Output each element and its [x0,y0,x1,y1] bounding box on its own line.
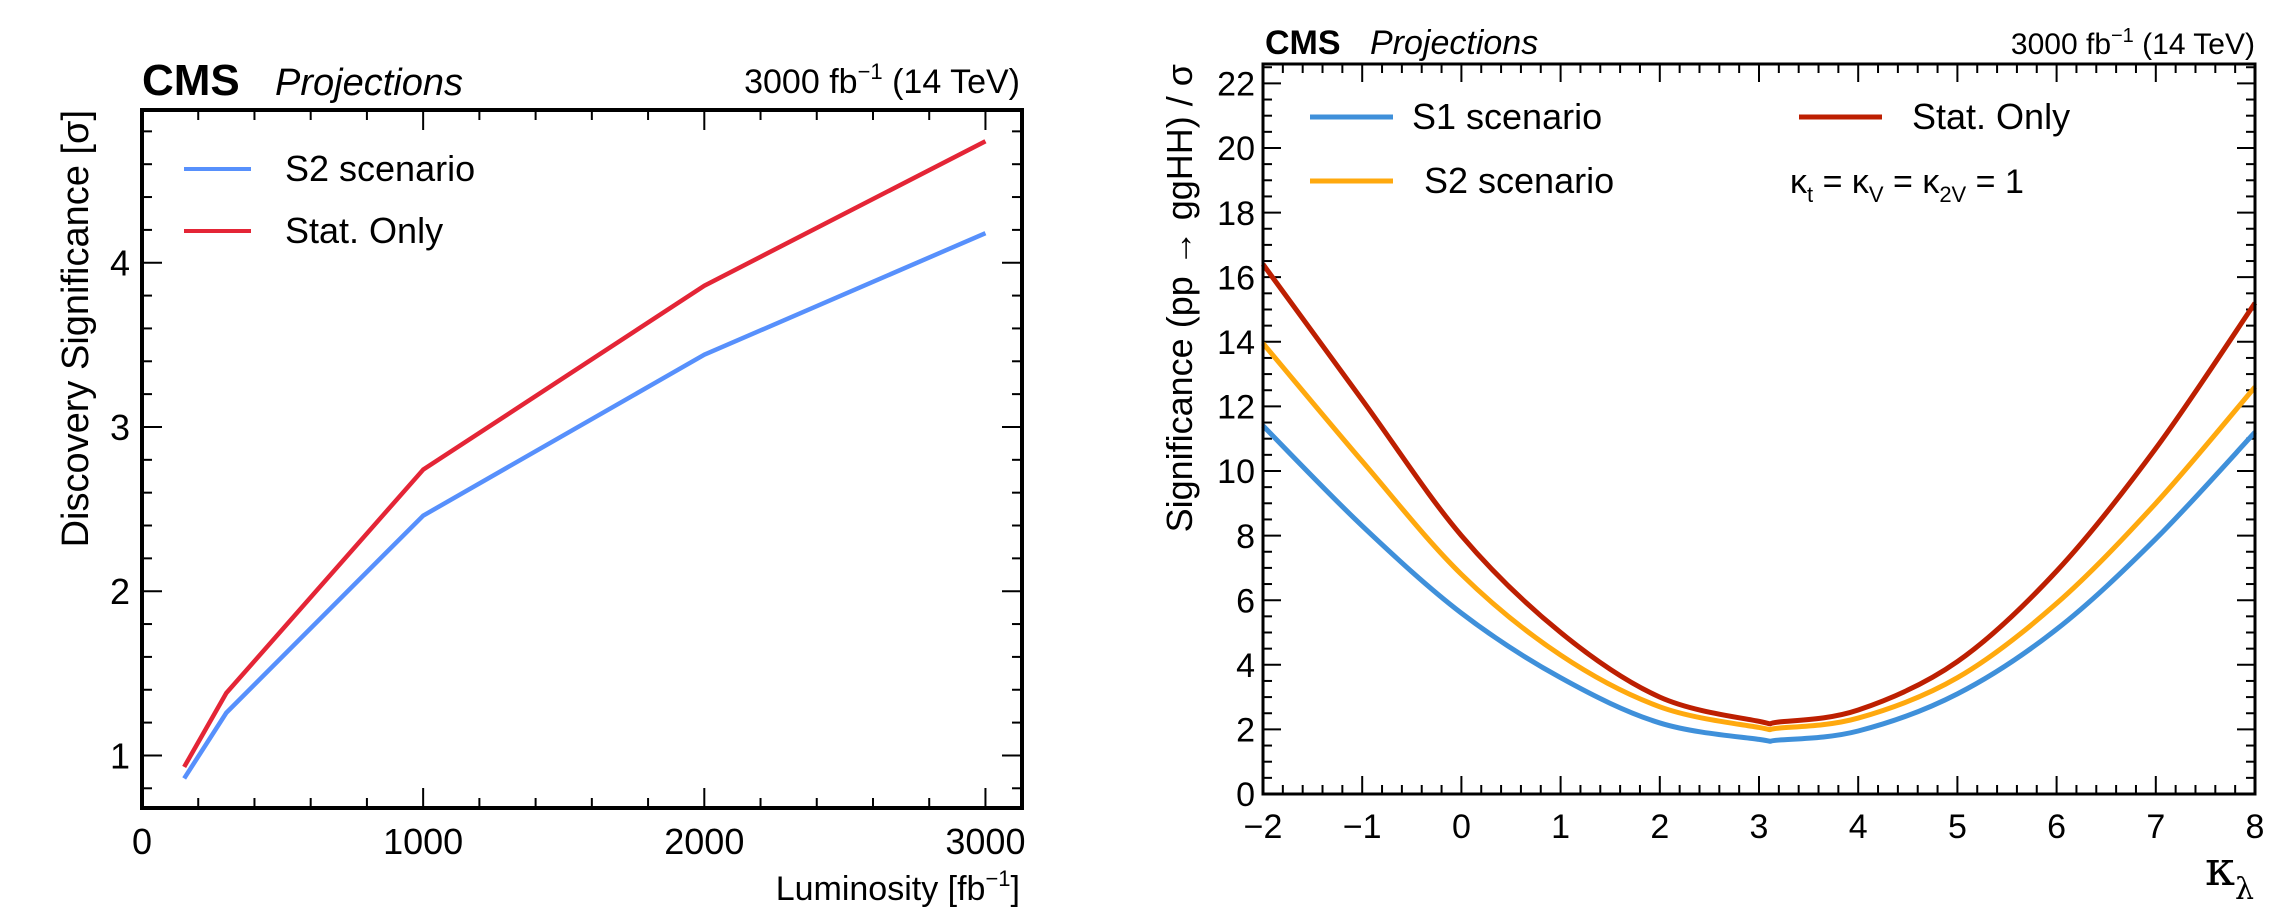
y-tick-label: 2 [1236,712,1255,750]
kappa-2v: κ [1922,163,1940,201]
lumi-energy-label: 3000 fb−1 (14 TeV) [744,59,1020,101]
legend-label-stat: Stat. Only [285,210,443,251]
kappa-t: κ [1790,163,1808,201]
y-tick-label: 3 [110,407,130,448]
y-tick-label: 14 [1217,324,1255,362]
x-tick-label: −2 [1244,808,1283,846]
y-tick-label: 4 [1236,647,1255,685]
x-axis-title-close: ] [1011,870,1020,908]
series-lines [182,139,987,780]
x-tick-label: 1 [1551,808,1570,846]
lumi-sup: −1 [858,59,883,84]
plot-frame [140,108,1024,810]
x-tick-label: 3 [1750,808,1769,846]
kappa-v: κ [1852,163,1870,201]
x-tick-label: 0 [1452,808,1471,846]
y-tick-label: 8 [1236,518,1255,556]
legend-label-s2: S2 scenario [285,148,475,189]
x-tick-label: −1 [1343,808,1382,846]
y-tick-label: 20 [1217,130,1255,168]
series-line-stat-only [182,139,987,769]
x-tick-label: 8 [2246,808,2265,846]
cms-label: CMS [142,56,240,105]
x-tick-label: 5 [1948,808,1967,846]
x-tick-label: 1000 [383,821,463,862]
projections-label: Projections [275,62,463,104]
y-tick-label: 16 [1217,259,1255,297]
coupling-annotation: κt = κV = κ2V = 1 [1790,163,2024,207]
energy-text: (14 TeV) [892,63,1020,101]
x-tick-label: 6 [2047,808,2066,846]
lumi-energy-label: 3000 fb−1 (14 TeV) [2011,25,2255,61]
y-tick-label: 22 [1217,66,1255,104]
energy-text: (14 TeV) [2142,28,2255,61]
y-tick-label: 6 [1236,582,1255,620]
series-line-s2-scenario [1261,341,2257,733]
y-tick-label: 1 [110,735,130,776]
eq-1: = [1813,163,1852,201]
legend: S2 scenario Stat. Only [184,148,475,251]
y-axis-title: Significance (pp → ggHH) / σ [1159,64,1200,532]
x-tick-label: 3000 [945,821,1025,862]
y-axis-title: Discovery Significance [σ] [55,110,97,547]
lumi-space [883,63,892,101]
series-line-s2-scenario [182,231,987,780]
y-tick-label: 10 [1217,453,1255,491]
x-axis-title: κλ [2205,841,2254,907]
legend-label-stat: Stat. Only [1912,96,2070,137]
x-axis-title-main: κ [2205,841,2235,897]
y-tick-label: 0 [1236,776,1255,814]
axis-ticks: 0 1000 2000 3000 1 2 3 4 [110,110,1025,862]
lumi-sup: −1 [2111,25,2134,47]
lumi-text: 3000 fb [2011,28,2111,61]
series-line-stat-only [1260,262,2258,727]
luminosity-significance-plot: CMS Projections 3000 fb−1 (14 TeV) 0 1000… [55,56,1025,908]
x-tick-label: 7 [2146,808,2165,846]
series-lines [1260,262,2258,744]
kappa-lambda-significance-plot: CMS Projections 3000 fb−1 (14 TeV) −2 −1 0… [1159,24,2264,907]
legend: S1 scenario S2 scenario Stat. Only [1310,96,2070,201]
kappa-t-sub: t [1807,182,1813,207]
eq-2: = [1884,163,1923,201]
x-axis-title-sub: λ [2235,872,2254,907]
y-tick-label: 4 [110,243,130,284]
x-axis-title-main: Luminosity [fb [776,870,986,908]
lumi-text: 3000 fb [744,63,857,101]
y-tick-label: 12 [1217,389,1255,427]
series-line-s1-scenario [1261,424,2257,744]
legend-label-s2: S2 scenario [1424,160,1614,201]
lumi-space [2134,28,2142,61]
x-tick-label: 4 [1849,808,1868,846]
x-tick-label: 2 [1650,808,1669,846]
legend-label-s1: S1 scenario [1412,96,1602,137]
kappa-v-sub: V [1869,182,1884,207]
x-axis-title: Luminosity [fb−1] [776,866,1020,908]
projections-label: Projections [1370,24,1538,62]
x-axis-title-sup: −1 [985,866,1010,891]
eq-3: = 1 [1966,163,2024,201]
plot-frame [1261,62,2257,796]
cms-label: CMS [1265,24,1341,62]
kappa-2v-sub: 2V [1939,182,1966,207]
y-tick-label: 18 [1217,195,1255,233]
y-tick-label: 2 [110,571,130,612]
x-tick-label: 2000 [664,821,744,862]
x-tick-label: 0 [132,821,152,862]
